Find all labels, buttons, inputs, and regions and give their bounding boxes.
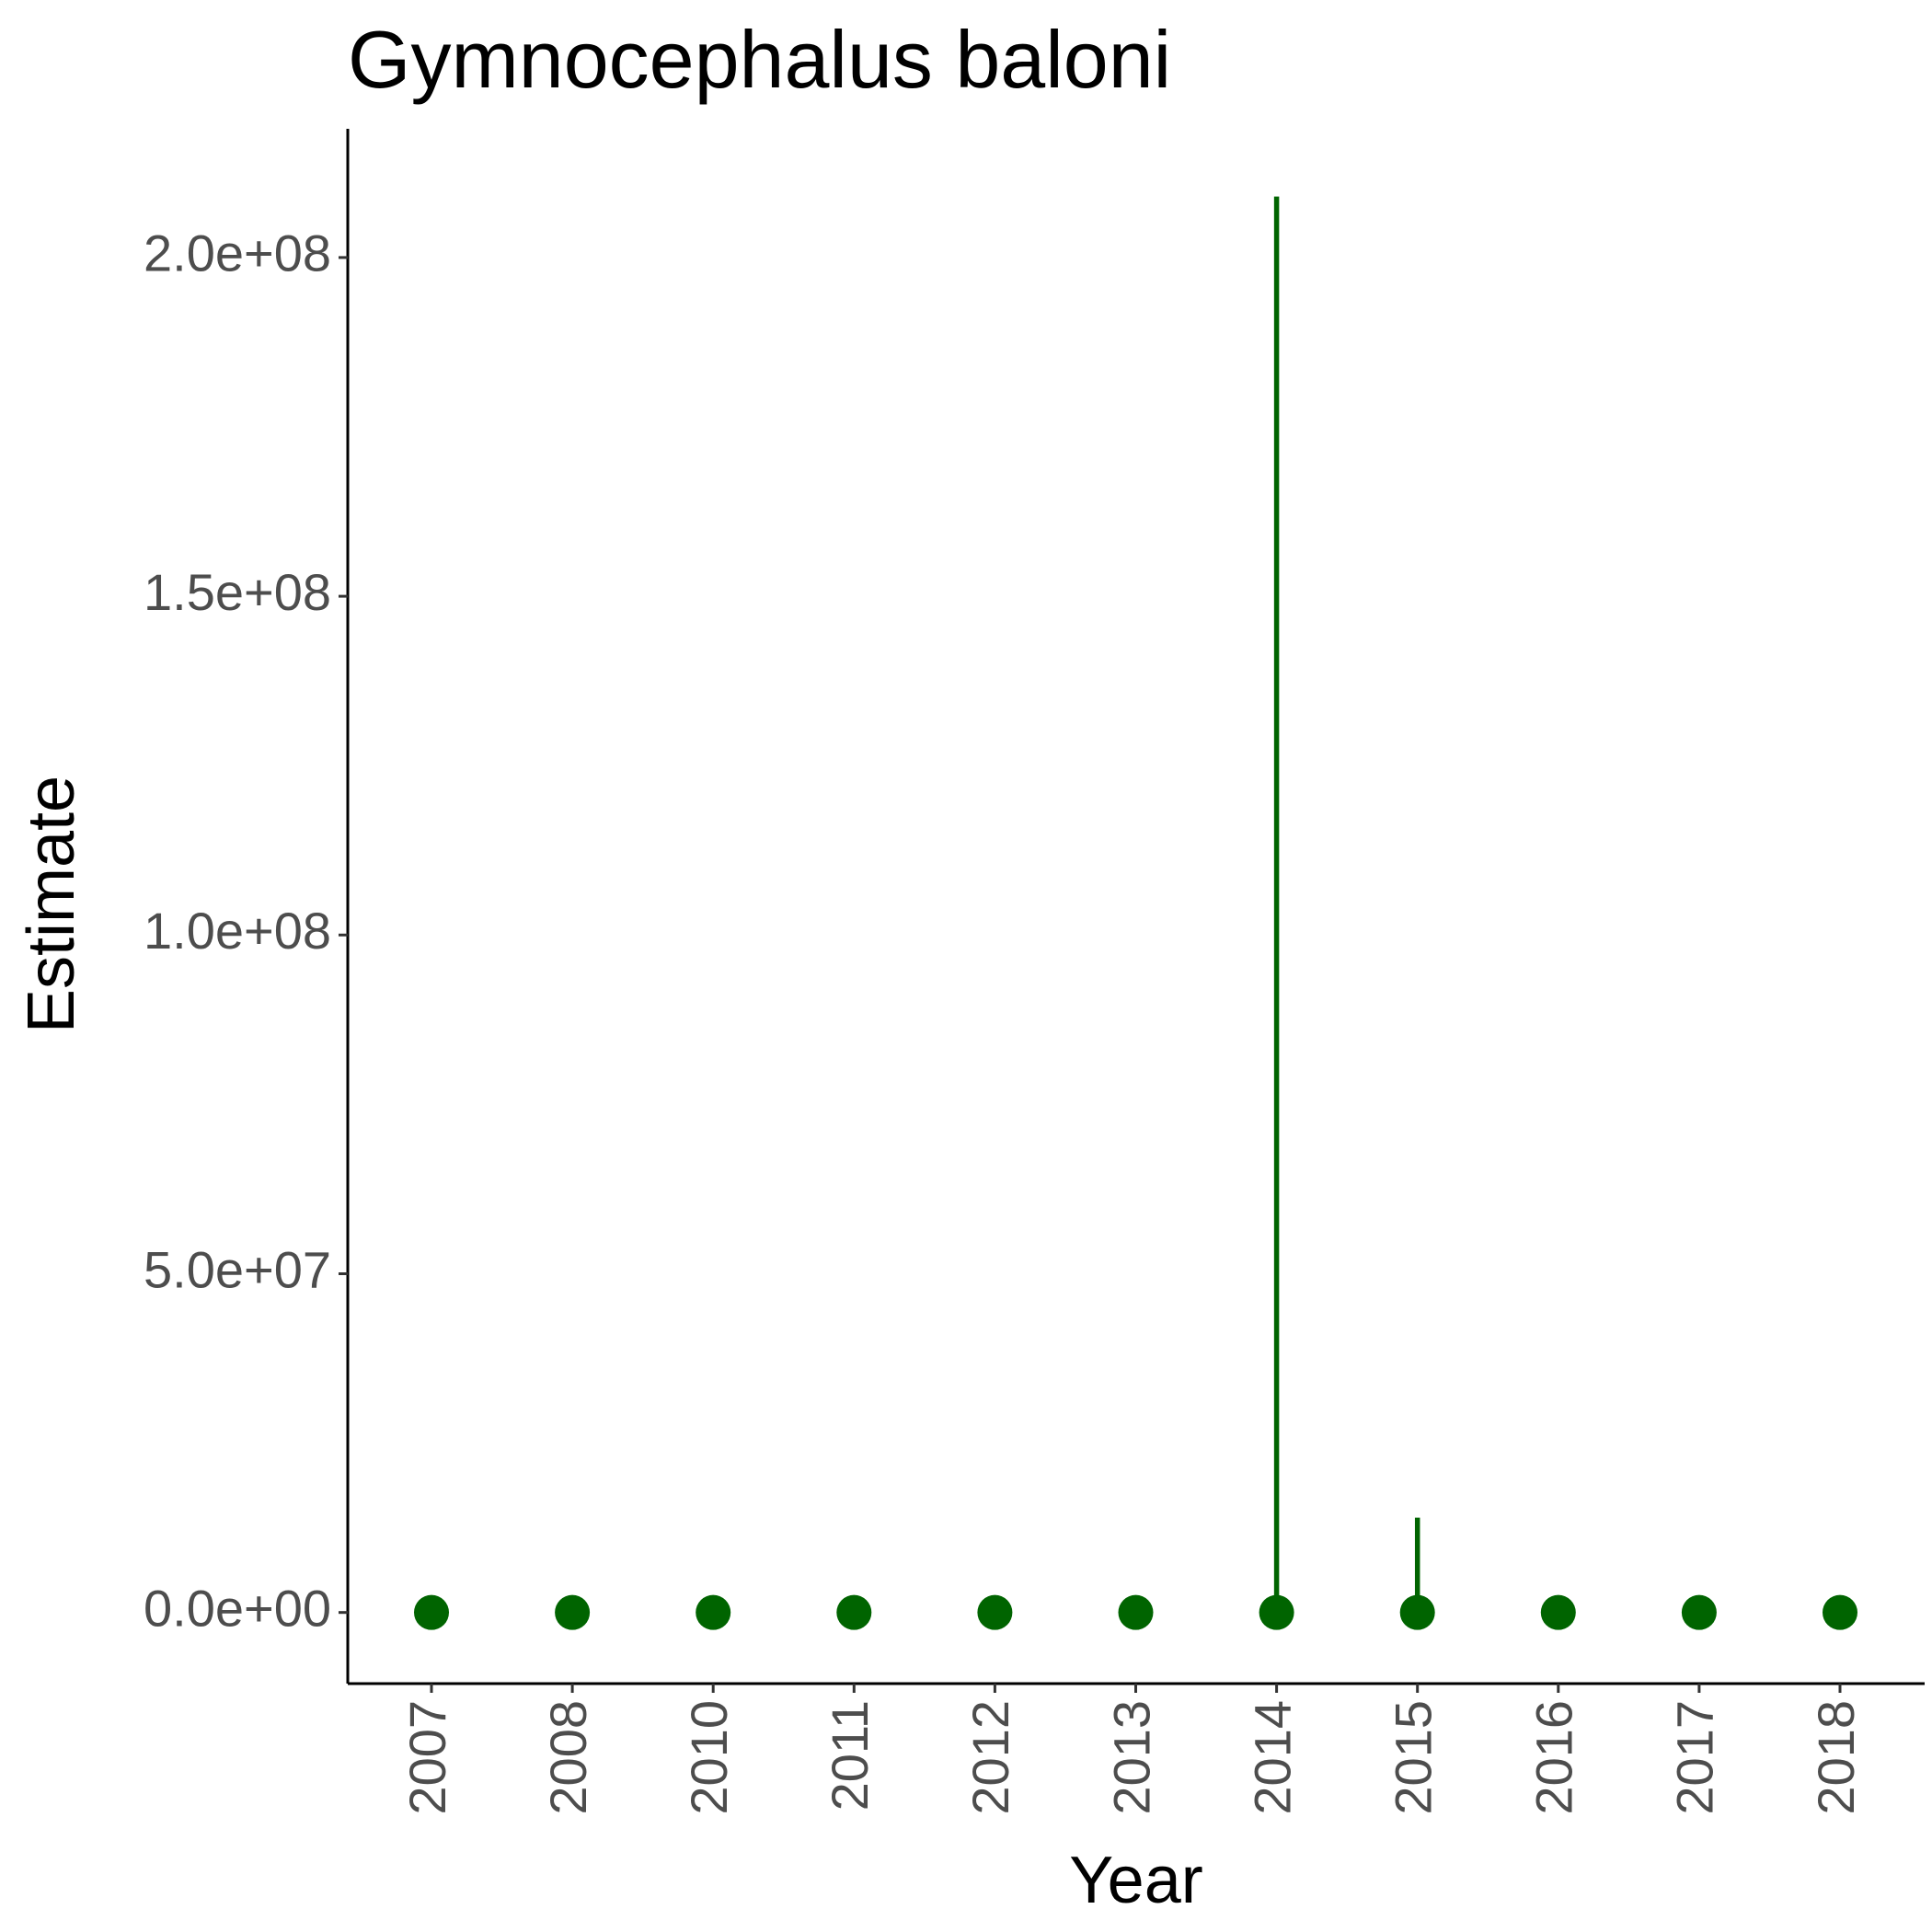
data-point-2014 — [1259, 1594, 1294, 1630]
x-tick-label: 2007 — [398, 1700, 456, 1815]
chart-title: Gymnocephalus baloni — [348, 14, 1171, 105]
x-tick-label: 2011 — [821, 1700, 879, 1811]
data-point-2010 — [696, 1594, 731, 1630]
data-point-2018 — [1823, 1594, 1857, 1630]
x-tick-label: 2010 — [680, 1700, 738, 1815]
x-tick-label: 2013 — [1102, 1700, 1160, 1815]
y-tick-label: 2.0e+08 — [144, 224, 331, 282]
data-point-2013 — [1118, 1594, 1154, 1630]
x-axis-ticks: 2007 2008 2010 2011 2012 2013 2014 2015 2016 2017… — [398, 1684, 1865, 1815]
x-tick-label: 2015 — [1384, 1700, 1442, 1815]
x-tick-label: 2018 — [1807, 1700, 1865, 1815]
x-axis-title: Year — [1069, 1844, 1202, 1917]
x-tick-label: 2012 — [961, 1700, 1019, 1815]
data-points — [414, 1594, 1857, 1630]
x-tick-label: 2017 — [1666, 1700, 1724, 1815]
x-tick-label: 2016 — [1525, 1700, 1583, 1815]
y-axis-title: Estimate — [15, 776, 88, 1033]
y-tick-label: 5.0e+07 — [144, 1240, 331, 1298]
y-tick-label: 0.0e+00 — [144, 1579, 331, 1637]
data-point-2017 — [1681, 1594, 1717, 1630]
data-point-2008 — [555, 1594, 591, 1630]
x-tick-label: 2014 — [1243, 1700, 1301, 1815]
y-axis-ticks: 0.0e+00 5.0e+07 1.0e+08 1.5e+08 2.0e+08 — [144, 224, 348, 1637]
data-point-2012 — [977, 1594, 1013, 1630]
x-tick-label: 2008 — [539, 1700, 597, 1815]
y-tick-label: 1.0e+08 — [144, 902, 331, 960]
data-point-2007 — [414, 1594, 449, 1630]
y-tick-label: 1.5e+08 — [144, 563, 331, 621]
error-bars — [1273, 196, 1420, 1613]
data-point-2016 — [1540, 1594, 1576, 1630]
data-point-2015 — [1399, 1594, 1435, 1630]
data-point-2011 — [836, 1594, 872, 1630]
